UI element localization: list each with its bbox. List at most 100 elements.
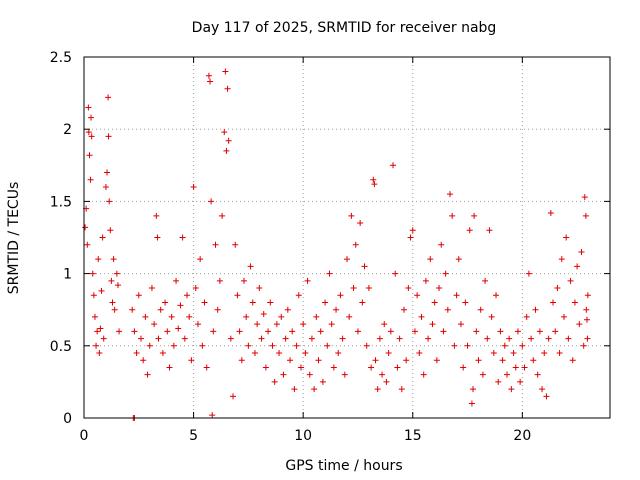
data-point	[306, 371, 313, 378]
data-point	[84, 241, 91, 248]
data-point	[170, 342, 177, 349]
data-point	[96, 350, 103, 357]
data-point	[315, 357, 322, 364]
data-point	[225, 137, 232, 144]
y-tick-label: 0.5	[50, 339, 72, 355]
data-point	[361, 263, 368, 270]
data-point	[532, 306, 539, 313]
data-point	[460, 364, 467, 371]
data-point	[581, 194, 588, 201]
data-point	[106, 198, 113, 205]
data-point	[447, 191, 454, 198]
data-point	[348, 212, 355, 219]
data-point	[363, 342, 370, 349]
data-point	[493, 292, 500, 299]
data-point	[352, 241, 359, 248]
data-point	[271, 378, 278, 385]
data-point	[510, 350, 517, 357]
y-tick-label: 2	[63, 122, 72, 138]
data-point	[258, 335, 265, 342]
data-point	[166, 364, 173, 371]
data-point	[482, 277, 489, 284]
data-point	[308, 335, 315, 342]
x-tick-label: 15	[404, 428, 422, 444]
data-point	[479, 371, 486, 378]
data-point	[254, 321, 261, 328]
data-point	[464, 342, 471, 349]
data-point	[583, 306, 590, 313]
data-point	[563, 234, 570, 241]
data-point	[574, 263, 581, 270]
data-point	[90, 292, 97, 299]
data-point	[276, 350, 283, 357]
data-point	[409, 227, 416, 234]
data-point	[400, 306, 407, 313]
data-point	[177, 302, 184, 309]
data-point	[495, 378, 502, 385]
data-point	[486, 227, 493, 234]
data-point	[422, 277, 429, 284]
data-point	[396, 335, 403, 342]
data-point	[357, 220, 364, 227]
data-point	[188, 357, 195, 364]
data-point	[154, 234, 161, 241]
data-point	[453, 292, 460, 299]
data-point	[488, 313, 495, 320]
data-point	[582, 212, 589, 219]
data-point	[552, 328, 559, 335]
data-point	[230, 393, 237, 400]
data-point	[232, 241, 239, 248]
data-point	[346, 313, 353, 320]
data-point	[157, 306, 164, 313]
data-point	[451, 342, 458, 349]
data-point	[514, 328, 521, 335]
data-point	[114, 282, 121, 289]
data-point	[131, 328, 138, 335]
data-point	[269, 342, 276, 349]
data-point	[339, 335, 346, 342]
data-point	[418, 313, 425, 320]
y-tick-label: 1.5	[50, 194, 72, 210]
data-point	[135, 292, 142, 299]
data-point	[368, 364, 375, 371]
data-point	[164, 328, 171, 335]
data-point	[457, 321, 464, 328]
data-point	[140, 357, 147, 364]
y-tick-label: 2.5	[50, 50, 72, 66]
data-point	[330, 364, 337, 371]
data-point	[490, 350, 497, 357]
data-point	[192, 285, 199, 292]
data-point	[578, 248, 585, 255]
data-point	[297, 364, 304, 371]
data-point	[444, 306, 451, 313]
data-point	[153, 212, 160, 219]
data-point	[576, 321, 583, 328]
data-point	[556, 350, 563, 357]
data-point	[569, 357, 576, 364]
data-point	[137, 335, 144, 342]
data-point	[273, 321, 280, 328]
data-point	[326, 270, 333, 277]
data-point	[199, 342, 206, 349]
data-point	[372, 357, 379, 364]
data-point	[251, 350, 258, 357]
data-point	[471, 212, 478, 219]
data-point	[359, 299, 366, 306]
data-point	[222, 68, 229, 75]
data-point	[159, 350, 166, 357]
data-point	[304, 277, 311, 284]
data-point	[245, 342, 252, 349]
data-point	[302, 350, 309, 357]
data-point	[468, 400, 475, 407]
data-point	[203, 364, 210, 371]
data-point	[95, 256, 102, 263]
data-point	[133, 350, 140, 357]
data-point	[365, 285, 372, 292]
data-point	[265, 328, 272, 335]
data-point	[88, 133, 95, 140]
data-point	[473, 328, 480, 335]
data-point	[354, 328, 361, 335]
data-point	[433, 357, 440, 364]
data-point	[168, 313, 175, 320]
data-point	[313, 313, 320, 320]
